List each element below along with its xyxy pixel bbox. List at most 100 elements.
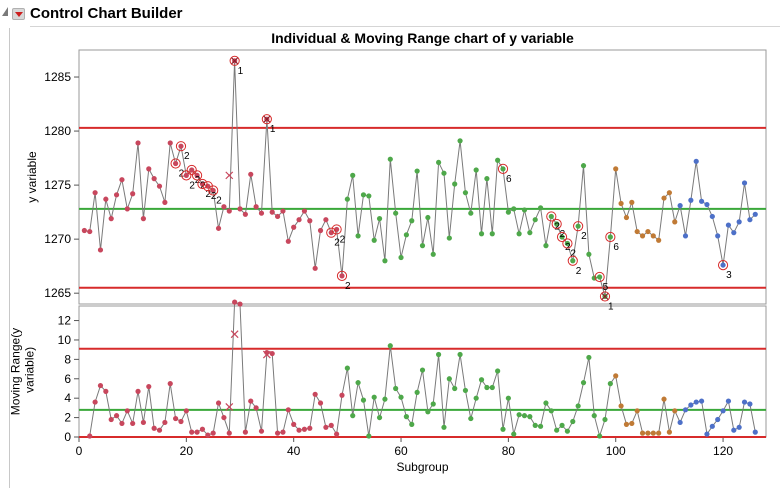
individual-point bbox=[296, 217, 302, 223]
test-failure-label: 1 bbox=[608, 301, 614, 312]
individual-point bbox=[221, 204, 227, 210]
moving-range-point bbox=[564, 428, 571, 434]
moving-range-point bbox=[693, 399, 699, 405]
moving-range-point bbox=[328, 422, 334, 428]
individual-point bbox=[672, 219, 678, 225]
individual-point bbox=[215, 225, 222, 231]
moving-range-y-axis-label-line: Moving Range(y bbox=[9, 328, 23, 415]
individual-point bbox=[752, 211, 758, 217]
moving-range-point bbox=[682, 407, 689, 413]
moving-range-point bbox=[521, 413, 528, 419]
moving-range-point bbox=[731, 427, 737, 433]
individual-point bbox=[274, 213, 281, 220]
moving-range-excluded-marker bbox=[262, 350, 271, 359]
individual-point bbox=[747, 217, 753, 223]
individual-point bbox=[666, 190, 672, 196]
individual-point bbox=[741, 180, 748, 186]
moving-range-y-tick-label: 2 bbox=[64, 411, 71, 425]
individual-point bbox=[607, 234, 613, 240]
moving-range-point bbox=[344, 365, 350, 371]
individual-point bbox=[484, 176, 490, 182]
individual-point bbox=[173, 160, 179, 167]
test-failure-label: 2 bbox=[211, 191, 217, 202]
x-tick-label: 20 bbox=[180, 444, 194, 458]
moving-range-point bbox=[591, 413, 597, 419]
x-tick-label: 80 bbox=[502, 444, 516, 458]
moving-range-point bbox=[554, 427, 560, 433]
moving-range-point bbox=[285, 407, 291, 413]
moving-range-point bbox=[666, 429, 672, 435]
individual-y-axis-label: y variable bbox=[25, 151, 39, 203]
moving-range-point bbox=[221, 414, 227, 421]
flagged-point-ring bbox=[229, 55, 240, 66]
moving-range-point bbox=[419, 367, 426, 373]
moving-range-point bbox=[446, 376, 452, 382]
moving-range-point bbox=[183, 408, 189, 414]
individual-y-tick-label: 1275 bbox=[44, 178, 71, 192]
moving-range-point bbox=[656, 430, 662, 436]
moving-range-point bbox=[715, 416, 721, 423]
individual-point bbox=[371, 237, 377, 243]
moving-range-point bbox=[135, 388, 141, 394]
moving-range-point bbox=[720, 408, 726, 414]
collapse-triangle-icon[interactable] bbox=[2, 7, 8, 16]
moving-range-point bbox=[108, 416, 114, 423]
flagged-point-ring bbox=[497, 163, 509, 174]
flagged-point-ring bbox=[605, 231, 616, 243]
x-mark-stroke bbox=[225, 171, 234, 180]
individual-point bbox=[189, 167, 195, 173]
moving-range-point bbox=[140, 419, 147, 426]
individual-series-line bbox=[84, 60, 756, 297]
moving-range-point bbox=[462, 387, 469, 394]
individual-point bbox=[414, 168, 420, 174]
individual-point bbox=[178, 143, 184, 149]
x-mark-stroke bbox=[262, 350, 271, 359]
individual-point bbox=[462, 190, 469, 196]
individual-point bbox=[425, 214, 431, 221]
moving-range-point bbox=[532, 422, 538, 428]
moving-range-point bbox=[253, 405, 259, 411]
moving-range-point bbox=[505, 395, 511, 401]
individual-point bbox=[81, 227, 87, 234]
moving-range-point bbox=[130, 420, 136, 427]
x-tick-label: 100 bbox=[606, 444, 626, 458]
individual-point bbox=[140, 216, 147, 222]
moving-range-y-axis-label-line: variable) bbox=[22, 347, 36, 396]
moving-range-point bbox=[548, 408, 554, 414]
moving-range-point bbox=[232, 299, 238, 305]
red-triangle-menu-button[interactable] bbox=[12, 8, 25, 20]
moving-range-point bbox=[725, 398, 732, 404]
moving-range-point bbox=[500, 426, 506, 432]
test-failure-label: 2 bbox=[189, 180, 195, 191]
individual-point bbox=[580, 163, 587, 169]
moving-range-point bbox=[516, 412, 522, 418]
test-failure-label: 2 bbox=[560, 229, 566, 240]
individual-point bbox=[521, 207, 528, 213]
moving-range-point bbox=[269, 350, 275, 357]
moving-range-point bbox=[537, 423, 544, 429]
flagged-point-ring bbox=[717, 259, 729, 271]
individual-point bbox=[398, 254, 404, 261]
moving-range-point bbox=[376, 414, 383, 421]
app-title: Control Chart Builder bbox=[30, 5, 183, 22]
moving-range-point bbox=[199, 426, 206, 432]
x-tick-label: 60 bbox=[394, 444, 408, 458]
flagged-point-ring bbox=[261, 114, 272, 125]
test-failure-label: 5 bbox=[603, 282, 609, 293]
moving-range-y-tick-label: 10 bbox=[58, 333, 72, 347]
individual-point bbox=[146, 166, 152, 172]
x-tick-label: 120 bbox=[713, 444, 733, 458]
moving-range-point bbox=[312, 391, 318, 397]
individual-point bbox=[409, 218, 415, 224]
individual-point bbox=[253, 204, 259, 210]
x-axis-label: Subgroup bbox=[396, 460, 448, 474]
individual-point bbox=[570, 258, 576, 264]
individual-point bbox=[478, 231, 485, 237]
test-failure-label: 2 bbox=[184, 151, 190, 162]
individual-y-tick-label: 1265 bbox=[44, 286, 71, 300]
individual-point bbox=[113, 192, 120, 198]
moving-range-excluded-marker bbox=[225, 402, 234, 411]
test-failure-label: 2 bbox=[334, 238, 340, 249]
moving-range-point bbox=[339, 392, 345, 398]
